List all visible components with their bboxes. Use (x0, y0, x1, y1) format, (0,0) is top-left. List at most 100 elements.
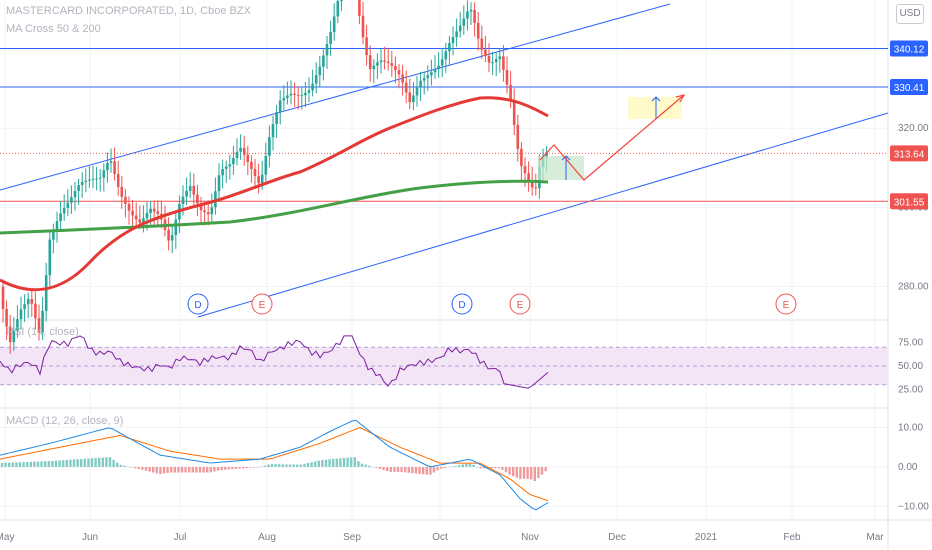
candle-body (185, 190, 188, 197)
macd-histogram-bar (231, 467, 234, 470)
candle-body (26, 299, 30, 305)
candle-body (484, 49, 487, 57)
macd-histogram-bar (371, 466, 374, 468)
candle-body (52, 229, 55, 240)
macd-histogram-bar (126, 466, 130, 468)
candle-body (116, 174, 120, 187)
candle-body (127, 203, 131, 211)
candle-body (340, 0, 343, 1)
currency-button[interactable]: USD (896, 4, 924, 24)
candle-body (372, 65, 376, 70)
candle-body (311, 83, 314, 91)
symbol-title: MASTERCARD INCORPORATED, 1D, Cboe BZX (6, 5, 251, 17)
event-marker-label: E (783, 300, 790, 311)
candle-body (149, 208, 152, 213)
candle-body (152, 208, 156, 212)
macd-histogram-bar (58, 460, 61, 467)
macd-line (0, 419, 549, 511)
macd-histogram-bar (479, 467, 482, 469)
candle-body (476, 22, 480, 39)
candle-body (1, 286, 5, 309)
macd-histogram-bar (425, 467, 428, 475)
candle-body (102, 170, 106, 178)
macd-histogram-bar (162, 467, 166, 474)
candle-body (286, 95, 289, 99)
macd-histogram-bar (350, 457, 353, 467)
macd-histogram-bar (130, 467, 133, 468)
candle-body (55, 221, 59, 230)
macd-histogram-bar (44, 461, 47, 467)
candle-body (358, 0, 361, 16)
candle-body (113, 161, 116, 175)
macd-histogram-bar (483, 467, 486, 469)
macd-histogram-bar (249, 467, 252, 468)
macd-histogram-bar (83, 458, 86, 467)
rsi-tick-label: 25.00 (898, 385, 923, 396)
macd-histogram-bar (321, 460, 324, 467)
price-tag-label: 330.41 (894, 83, 925, 94)
candle-body (300, 95, 304, 97)
candle-body (134, 215, 138, 220)
macd-histogram-bar (288, 464, 292, 467)
macd-histogram-bar (404, 467, 407, 473)
macd-histogram-bar (422, 467, 425, 475)
time-tick-label: Dec (608, 532, 626, 543)
time-tick-label: Oct (432, 532, 448, 543)
macd-histogram-bar (292, 464, 295, 467)
candle-body (271, 124, 275, 138)
macd-histogram-bar (54, 460, 58, 467)
candle-body (397, 70, 401, 75)
candle-body (88, 179, 91, 181)
target-measure-arrow (651, 96, 661, 102)
macd-histogram-bar (396, 467, 400, 472)
macd-histogram-bar (105, 457, 108, 467)
macd-histogram-bar (206, 467, 209, 473)
macd-histogram-bar (317, 460, 320, 467)
candle-body (530, 180, 534, 188)
event-marker-earnings (775, 293, 797, 315)
candle-body (329, 31, 332, 45)
candle-body (196, 194, 199, 204)
macd-histogram-bar (159, 467, 162, 475)
candle-body (84, 180, 88, 182)
macd-histogram-bar (414, 467, 418, 474)
macd-histogram-bar (33, 461, 36, 467)
macd-histogram-bar (213, 467, 216, 472)
macd-histogram-bar (274, 464, 277, 467)
macd-histogram-bar (267, 464, 270, 467)
candle-body (455, 31, 458, 38)
macd-histogram-bar (346, 457, 349, 467)
macd-histogram-bar (234, 467, 238, 469)
candle-body (181, 196, 185, 204)
candle-body (394, 65, 397, 71)
candle-body (138, 219, 142, 223)
time-tick-label: Sep (343, 532, 361, 543)
event-marker-label: D (194, 300, 201, 311)
candle-body (221, 168, 224, 176)
macd-histogram-bar (80, 459, 83, 467)
macd-histogram-bar (324, 459, 328, 467)
macd-histogram-bar (170, 467, 173, 473)
macd-histogram-bar (501, 467, 504, 470)
rsi-pane (0, 335, 888, 389)
candle-body (289, 93, 293, 96)
candle-body (368, 55, 372, 70)
macd-histogram-bar (443, 467, 446, 469)
candle-body (523, 166, 527, 174)
candle-body (448, 43, 451, 52)
candle-body (91, 178, 95, 180)
macd-histogram-bar (490, 467, 493, 469)
macd-histogram-bar (382, 467, 385, 471)
macd-histogram-bar (180, 467, 184, 473)
candle-body (228, 164, 232, 167)
candle-body (80, 181, 84, 186)
rsi-label: RSI (14, close) (6, 326, 79, 338)
macd-histogram-bar (155, 467, 158, 474)
macd-histogram-bar (296, 464, 299, 467)
macd-histogram-bar (335, 458, 338, 467)
candle-body (466, 11, 469, 19)
candle-body (8, 326, 12, 343)
macd-histogram-bar (299, 464, 302, 467)
